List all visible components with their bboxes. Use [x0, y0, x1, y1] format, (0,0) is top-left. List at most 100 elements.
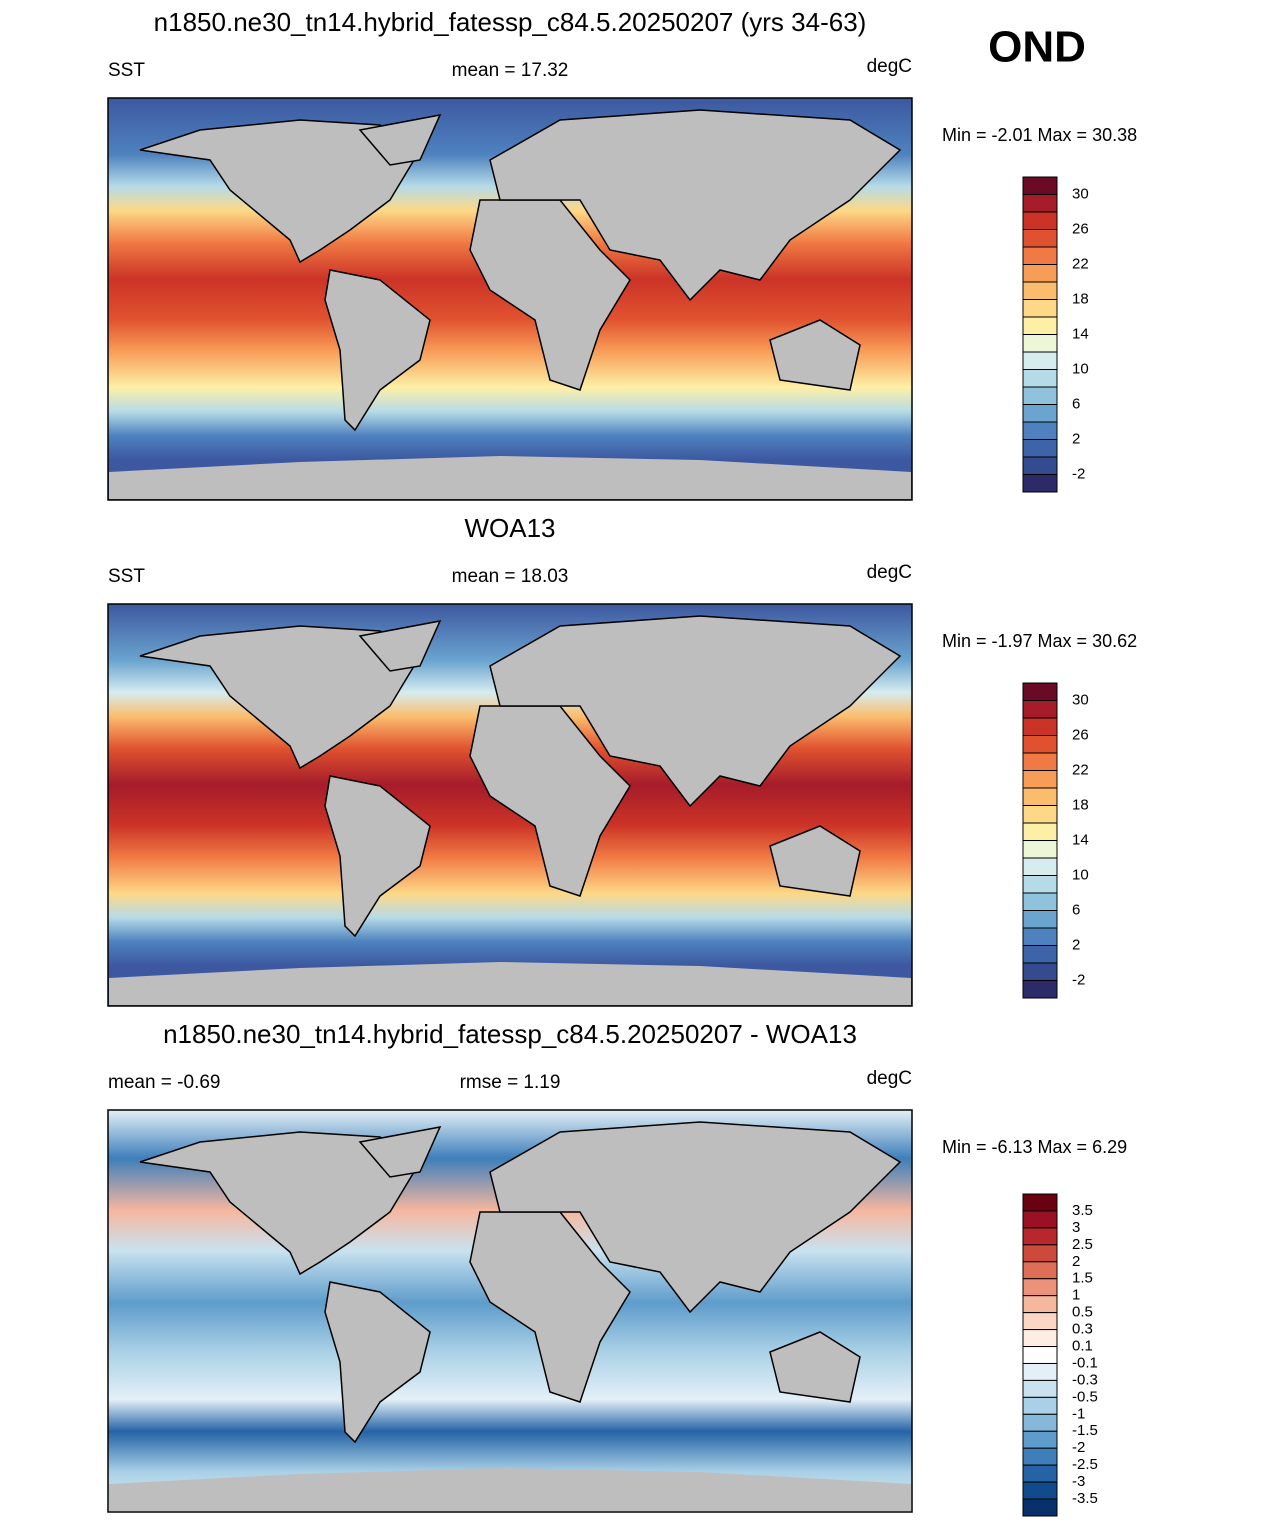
colorbar-label: 26: [1072, 726, 1089, 743]
panel-left-label: SST: [108, 60, 145, 81]
colorbar-box: [1022, 386, 1058, 405]
colorbar-label: 30: [1072, 185, 1089, 202]
colorbar-label: -2: [1072, 465, 1085, 482]
colorbar-box: [1022, 176, 1058, 195]
map-panel: [107, 603, 913, 1007]
colorbar-label: 10: [1072, 866, 1089, 883]
colorbar-label: 18: [1072, 796, 1089, 813]
colorbar-label: 26: [1072, 220, 1089, 237]
panel-center-label: mean = 17.32: [452, 60, 569, 81]
colorbar-label: 0.3: [1072, 1321, 1093, 1338]
panel-title: n1850.ne30_tn14.hybrid_fatessp_c84.5.202…: [154, 7, 867, 37]
colorbar-box: [1022, 840, 1058, 859]
min-max-label: Min = -2.01 Max = 30.38: [942, 125, 1137, 145]
colorbar-box: [1022, 805, 1058, 824]
map-frame: [107, 603, 913, 1007]
panel-left-label: SST: [108, 566, 145, 587]
colorbar-label: 14: [1072, 325, 1089, 342]
colorbar-box: [1022, 1498, 1058, 1517]
colorbar-label: -0.3: [1072, 1371, 1098, 1388]
colorbar-box: [1022, 682, 1058, 701]
colorbar-label: -2: [1072, 971, 1085, 988]
colorbar-box: [1022, 1193, 1058, 1212]
colorbar-label: 2: [1072, 936, 1080, 953]
colorbar-box: [1022, 1261, 1058, 1280]
panel-center-label: mean = 18.03: [452, 566, 569, 587]
panel-title: WOA13: [464, 513, 555, 543]
min-max-label: Min = -1.97 Max = 30.62: [942, 631, 1137, 651]
colorbar-box: [1022, 404, 1058, 423]
panel-center-label: rmse = 1.19: [460, 1072, 561, 1093]
colorbar-box: [1022, 1379, 1058, 1398]
colorbar-label: 0.1: [1072, 1337, 1093, 1354]
colorbar-label: 1: [1072, 1287, 1080, 1304]
colorbar-box: [1022, 281, 1058, 300]
colorbar-label: -0.5: [1072, 1388, 1098, 1405]
colorbar-box: [1022, 439, 1058, 458]
colorbar-box: [1022, 700, 1058, 719]
colorbar-box: [1022, 1244, 1058, 1263]
colorbar-box: [1022, 1362, 1058, 1381]
colorbar-box: [1022, 752, 1058, 771]
panel-units: degC: [867, 56, 912, 77]
map-panel: [107, 1109, 913, 1513]
colorbar-box: [1022, 351, 1058, 370]
colorbar-label: 1.5: [1072, 1270, 1093, 1287]
colorbar-box: [1022, 316, 1058, 335]
colorbar-label: -0.1: [1072, 1354, 1098, 1371]
colorbar-box: [1022, 980, 1058, 999]
colorbar-label: 30: [1072, 691, 1089, 708]
map-panel: [107, 97, 913, 501]
colorbar-box: [1022, 456, 1058, 475]
colorbar-label: 18: [1072, 290, 1089, 307]
colorbar-label: 2: [1072, 1253, 1080, 1270]
colorbar-box: [1022, 1481, 1058, 1500]
colorbar-box: [1022, 194, 1058, 213]
colorbar-label: 3.5: [1072, 1202, 1093, 1219]
colorbar-box: [1022, 369, 1058, 388]
colorbar-label: 3: [1072, 1219, 1080, 1236]
colorbar-label: 2: [1072, 430, 1080, 447]
colorbar-box: [1022, 910, 1058, 929]
colorbar-box: [1022, 1413, 1058, 1432]
colorbar-box: [1022, 857, 1058, 876]
colorbar-label: -1: [1072, 1405, 1085, 1422]
colorbar-box: [1022, 1430, 1058, 1449]
colorbar-box: [1022, 211, 1058, 230]
colorbar-box: [1022, 822, 1058, 841]
colorbar-box: [1022, 717, 1058, 736]
colorbar-label: 6: [1072, 395, 1080, 412]
panel-units: degC: [867, 1068, 912, 1089]
colorbar-box: [1022, 264, 1058, 283]
colorbar-box: [1022, 735, 1058, 754]
colorbar-box: [1022, 962, 1058, 981]
colorbar-box: [1022, 1464, 1058, 1483]
colorbar-box: [1022, 927, 1058, 946]
colorbar-label: 6: [1072, 901, 1080, 918]
colorbar-box: [1022, 875, 1058, 894]
colorbar-box: [1022, 1346, 1058, 1364]
colorbar-box: [1022, 1278, 1058, 1297]
colorbar-label: -2: [1072, 1439, 1085, 1456]
season-label: OND: [988, 23, 1086, 72]
colorbar-label: 10: [1072, 360, 1089, 377]
colorbar-box: [1022, 421, 1058, 440]
colorbar-box: [1022, 299, 1058, 318]
colorbar-box: [1022, 229, 1058, 248]
colorbar-label: -3: [1072, 1473, 1085, 1490]
colorbar-box: [1022, 770, 1058, 789]
panel-title: n1850.ne30_tn14.hybrid_fatessp_c84.5.202…: [163, 1019, 857, 1049]
colorbar-box: [1022, 1396, 1058, 1415]
colorbar-box: [1022, 892, 1058, 911]
colorbar-label: 14: [1072, 831, 1089, 848]
colorbar-label: 0.5: [1072, 1304, 1093, 1321]
colorbar-box: [1022, 1227, 1058, 1246]
colorbar-box: [1022, 246, 1058, 265]
colorbar-box: [1022, 945, 1058, 964]
min-max-label: Min = -6.13 Max = 6.29: [942, 1137, 1127, 1157]
colorbar-label: -2.5: [1072, 1456, 1098, 1473]
map-frame: [107, 1109, 913, 1513]
colorbar-label: 22: [1072, 761, 1089, 778]
map-frame: [107, 97, 913, 501]
